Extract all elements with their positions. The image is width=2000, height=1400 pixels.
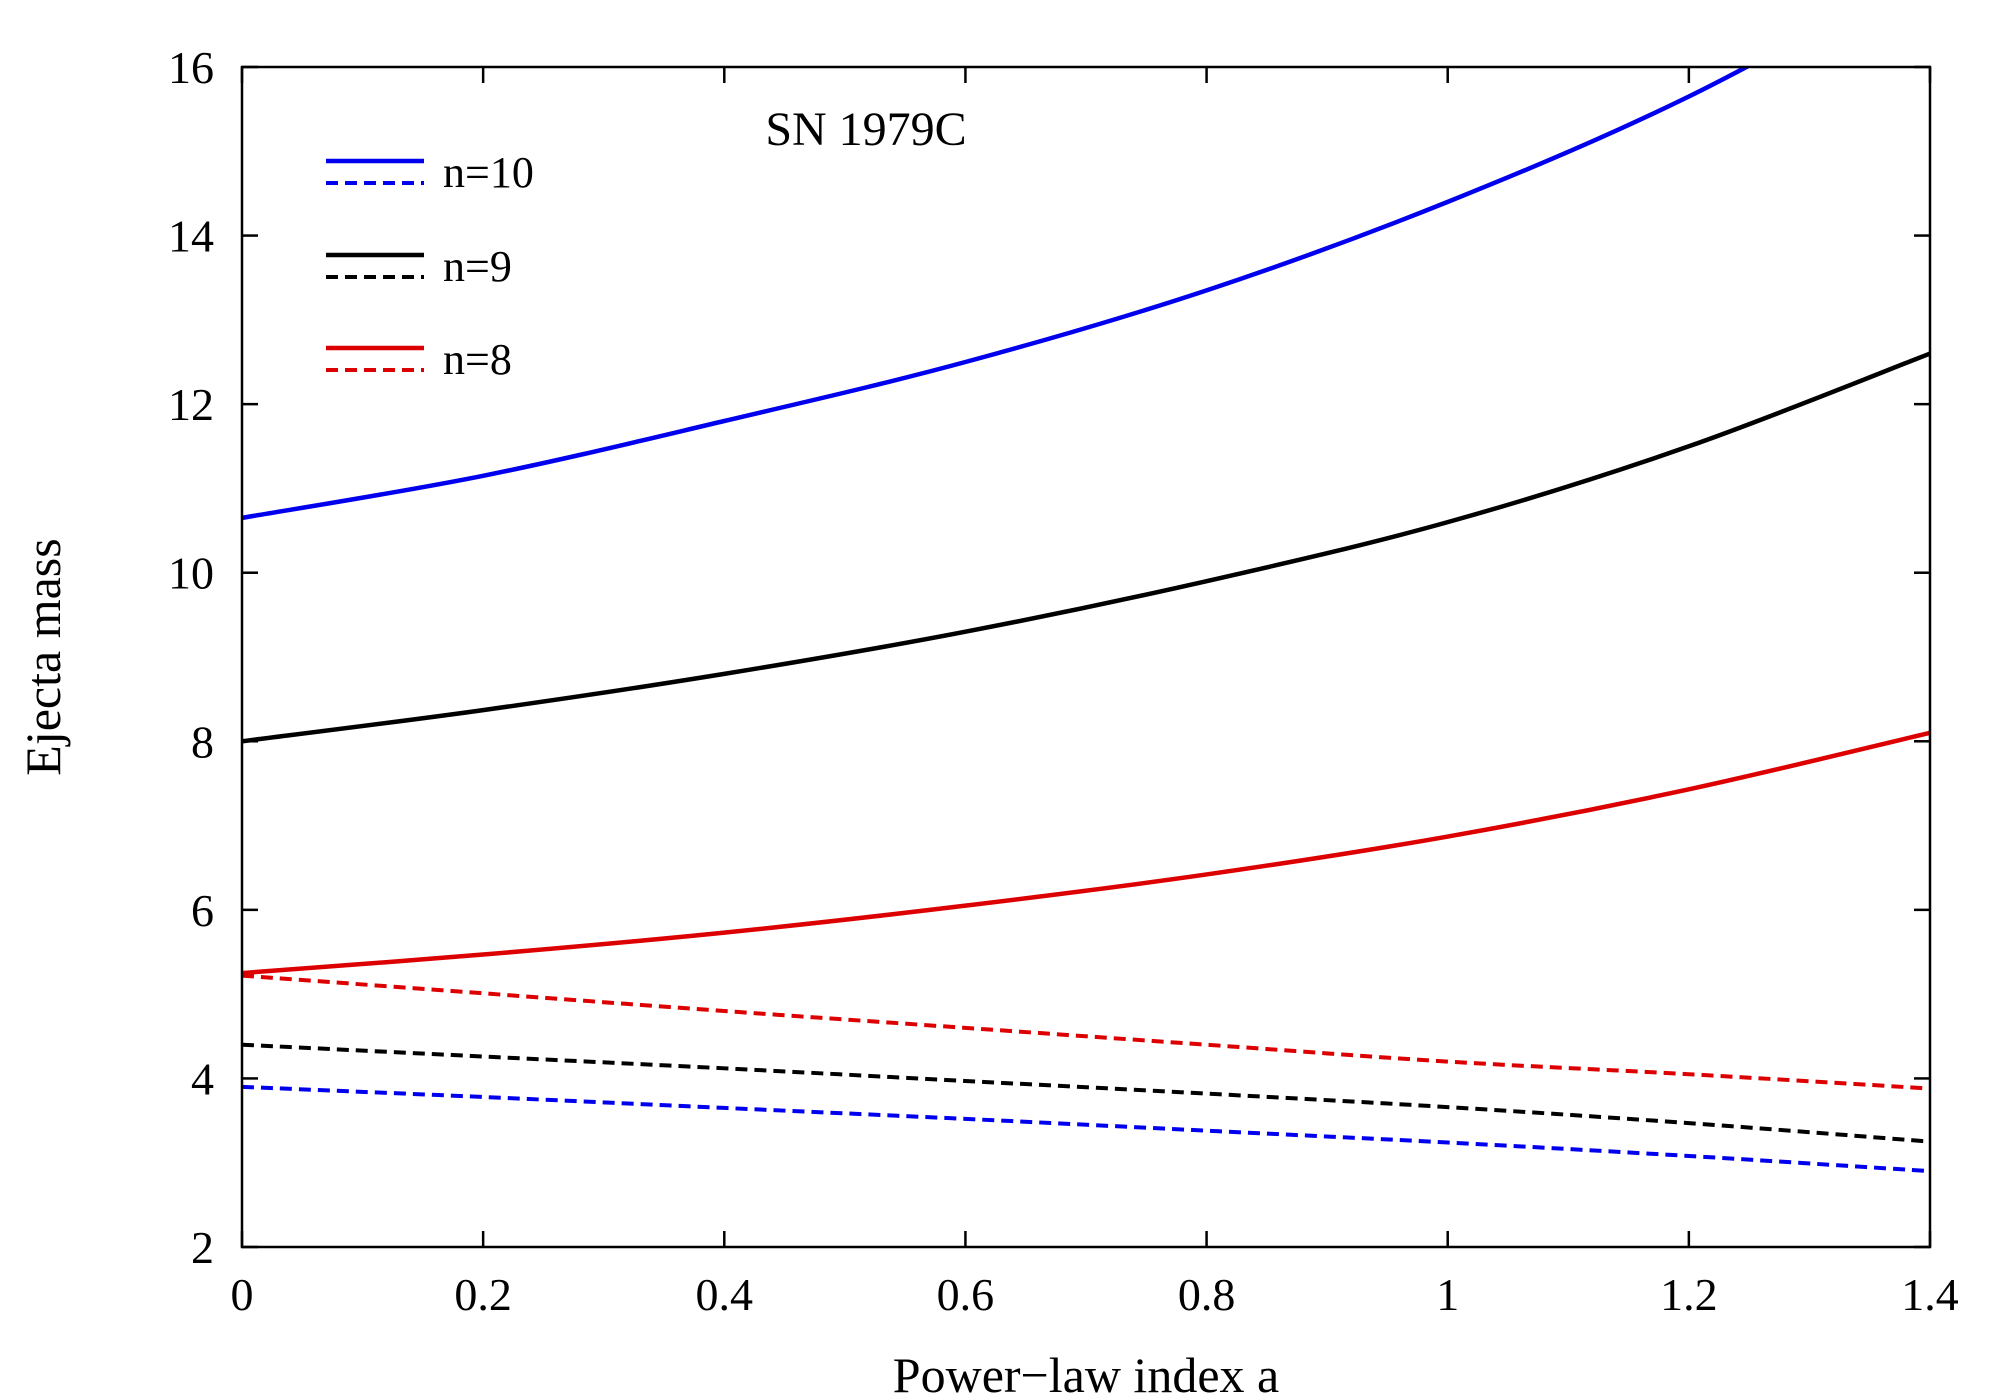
series-line-n-9-solid (242, 351, 1930, 744)
series-line-n-8-solid (242, 730, 1930, 976)
series-line-n-10-solid (242, 67, 1752, 521)
plot-frame (240, 65, 1932, 1249)
x-tick-label: 1 (1436, 1269, 1459, 1320)
x-tick-label: 1.2 (1660, 1269, 1718, 1320)
x-tick-label: 0.4 (696, 1269, 754, 1320)
x-tick-label: 0 (231, 1269, 254, 1320)
x-tick-label: 0.8 (1178, 1269, 1236, 1320)
y-tick-label: 2 (191, 1222, 214, 1273)
x-axis-label: Power−law index a (893, 1347, 1279, 1400)
y-tick-label: 4 (191, 1053, 214, 1104)
series-line-n-9-dashed (242, 1042, 1930, 1144)
legend-label: n=9 (443, 242, 512, 291)
x-tick-label: 0.6 (937, 1269, 995, 1320)
y-tick-label: 10 (168, 548, 214, 599)
legend-entry: n=8 (326, 335, 512, 384)
x-tick-label: 0.2 (454, 1269, 512, 1320)
legend-label: n=10 (443, 148, 534, 197)
y-tick-label: 12 (168, 379, 214, 430)
y-tick-label: 14 (168, 211, 214, 262)
y-axis-label: Ejecta mass (15, 538, 71, 775)
legend: n=10 n=9 n=8 (326, 148, 534, 384)
y-tick-label: 8 (191, 716, 214, 767)
ticks-layer: 0 0.2 0.4 0.6 0.8 1 1.2 1.4 2 4 6 8 10 12 14 16 (168, 42, 1959, 1320)
legend-entry: n=10 (326, 148, 534, 197)
legend-entry: n=9 (326, 242, 512, 291)
series-layer (242, 67, 1930, 1174)
y-tick-label: 16 (168, 42, 214, 93)
x-tick-label: 1.4 (1901, 1269, 1959, 1320)
y-tick-label: 6 (191, 885, 214, 936)
chart-annotation: SN 1979C (765, 103, 966, 156)
legend-label: n=8 (443, 335, 512, 384)
series-line-n-8-dashed (242, 973, 1930, 1091)
series-line-n-10-dashed (242, 1084, 1930, 1174)
